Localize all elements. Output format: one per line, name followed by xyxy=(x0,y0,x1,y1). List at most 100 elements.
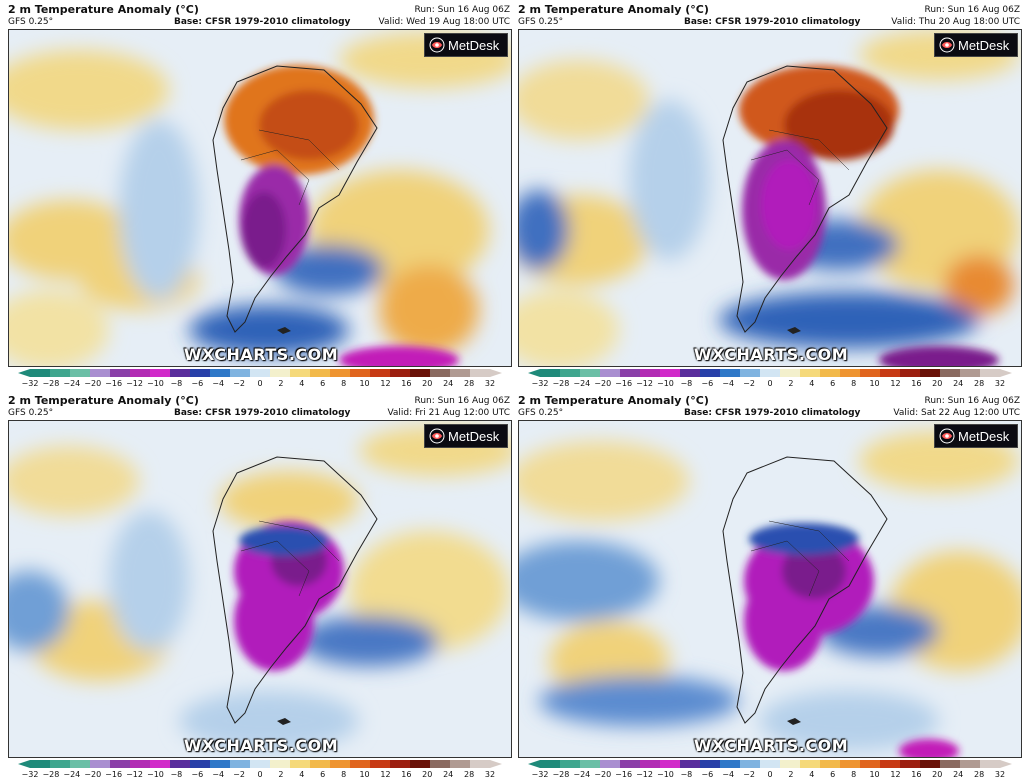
colorbar-swatch xyxy=(720,760,741,768)
colorbar-swatch xyxy=(920,760,941,768)
colorbar-tick-label: −12 xyxy=(636,770,653,779)
model-label: GFS 0.25° xyxy=(518,408,564,418)
valid-label: Valid: Wed 19 Aug 18:00 UTC xyxy=(378,17,510,27)
colorbar-swatch xyxy=(70,760,91,768)
forecast-panel-3: 2 m Temperature Anomaly (°C) GFS 0.25° B… xyxy=(6,394,512,781)
metdesk-logo-text: MetDesk xyxy=(448,37,500,53)
colorbar-tick-label: −28 xyxy=(42,770,60,779)
colorbar-tick-label: −6 xyxy=(191,770,204,779)
colorbar-tick-label: 20 xyxy=(422,770,433,779)
colorbar-tick-label: −10 xyxy=(147,770,164,779)
colorbar-tick-label: −20 xyxy=(84,770,102,779)
metdesk-logo-icon xyxy=(429,37,445,53)
colorbar-tick-label: −16 xyxy=(105,770,123,779)
metdesk-logo-icon xyxy=(939,428,955,444)
colorbar-swatch xyxy=(170,760,191,768)
metdesk-logo: MetDesk xyxy=(424,33,508,57)
colorbar-tick-label: −24 xyxy=(63,379,81,388)
colorbar-swatch xyxy=(110,369,131,377)
colorbar-tick-label: 32 xyxy=(994,379,1006,388)
colorbar-swatch xyxy=(230,760,251,768)
colorbar-tick-label: −28 xyxy=(552,379,570,388)
chart-title: 2 m Temperature Anomaly (°C) xyxy=(518,3,709,16)
model-label: GFS 0.25° xyxy=(8,17,54,27)
colorbar-swatch xyxy=(840,369,861,377)
colorbar-swatch xyxy=(700,369,721,377)
colorbar-swatch xyxy=(210,760,231,768)
colorbar-swatch xyxy=(90,369,111,377)
colorbar-swatch xyxy=(620,760,641,768)
panel-header: 2 m Temperature Anomaly (°C) GFS 0.25° B… xyxy=(516,3,1022,31)
colorbar-ticks: −32 −28 −24 −20 −16 −12 −10 −8 −6 −4 −2 0 2 4 6 8 10 12 16… xyxy=(22,379,496,391)
colorbar-tick-label: −24 xyxy=(573,770,591,779)
colorbar-swatch xyxy=(90,760,111,768)
colorbar-swatch xyxy=(940,760,961,768)
colorbar-tick-label: 28 xyxy=(463,770,475,779)
colorbar-swatch xyxy=(740,760,761,768)
colorbar-swatch xyxy=(960,369,981,377)
colorbar-swatch xyxy=(190,369,211,377)
metdesk-logo: MetDesk xyxy=(934,33,1018,57)
colorbar-tick-label: 20 xyxy=(422,379,433,388)
colorbar-swatch xyxy=(350,369,371,377)
colorbar-tick-label: −32 xyxy=(531,770,549,779)
colorbar-tick-label: 6 xyxy=(830,379,836,388)
wxcharts-watermark: WXCHARTS.COM xyxy=(693,345,849,364)
colorbar-tick-label: −10 xyxy=(657,770,674,779)
colorbar-swatch xyxy=(390,369,411,377)
colorbar-swatch xyxy=(680,760,701,768)
colorbar-swatch xyxy=(600,369,621,377)
colorbar: −32 −28 −24 −20 −16 −12 −10 −8 −6 −4 −2 0 2 4 6 8 10 12 16… xyxy=(16,760,502,781)
colorbar-tick-label: −16 xyxy=(105,379,123,388)
colorbar-arrow-left xyxy=(528,760,540,768)
colorbar-swatch xyxy=(410,369,431,377)
colorbar-tick-label: 2 xyxy=(788,770,794,779)
colorbar-tick-label: 16 xyxy=(911,770,922,779)
colorbar-swatch xyxy=(50,760,71,768)
colorbar-tick-label: −8 xyxy=(170,770,183,779)
colorbar-tick-label: −24 xyxy=(573,379,591,388)
colorbar-tick-label: −8 xyxy=(680,770,693,779)
model-label: GFS 0.25° xyxy=(8,408,54,418)
colorbar-tick-label: 6 xyxy=(830,770,836,779)
colorbar-swatch xyxy=(230,369,251,377)
panel-header: 2 m Temperature Anomaly (°C) GFS 0.25° B… xyxy=(6,394,512,422)
colorbar-tick-label: −8 xyxy=(170,379,183,388)
colorbar-swatch xyxy=(580,369,601,377)
anomaly-map: MetDesk WXCHARTS.COM xyxy=(8,420,512,758)
colorbar-swatch xyxy=(600,760,621,768)
colorbar-ramp xyxy=(528,369,1012,377)
colorbar-swatch xyxy=(980,369,1001,377)
colorbar-swatch xyxy=(110,760,131,768)
colorbar-tick-label: −28 xyxy=(42,379,60,388)
colorbar-swatch xyxy=(860,760,881,768)
colorbar-arrow-left xyxy=(18,760,30,768)
colorbar-tick-label: −12 xyxy=(126,770,143,779)
colorbar: −32 −28 −24 −20 −16 −12 −10 −8 −6 −4 −2 0 2 4 6 8 10 12 16… xyxy=(526,369,1012,393)
colorbar-swatch xyxy=(290,369,311,377)
colorbar-tick-label: 16 xyxy=(401,379,412,388)
colorbar-swatch xyxy=(330,369,351,377)
colorbar-tick-label: 8 xyxy=(341,379,347,388)
colorbar-swatch xyxy=(840,760,861,768)
run-label: Run: Sun 16 Aug 06Z xyxy=(414,396,511,406)
colorbar-tick-label: −20 xyxy=(84,379,102,388)
valid-label: Valid: Sat 22 Aug 12:00 UTC xyxy=(893,408,1020,418)
colorbar-swatch xyxy=(760,760,781,768)
colorbar-tick-label: 32 xyxy=(484,770,496,779)
forecast-panel-2: 2 m Temperature Anomaly (°C) GFS 0.25° B… xyxy=(516,3,1022,393)
map-field-4 xyxy=(519,421,1021,757)
colorbar-tick-label: −2 xyxy=(233,770,245,779)
colorbar-tick-label: 4 xyxy=(809,379,815,388)
chart-title: 2 m Temperature Anomaly (°C) xyxy=(8,3,199,16)
colorbar-tick-label: 4 xyxy=(299,379,305,388)
colorbar-swatch xyxy=(410,760,431,768)
base-label: Base: CFSR 1979-2010 climatology xyxy=(174,17,351,27)
colorbar-tick-label: 20 xyxy=(932,770,943,779)
colorbar-swatch xyxy=(310,760,331,768)
colorbar-tick-label: −2 xyxy=(743,770,755,779)
valid-label: Valid: Thu 20 Aug 18:00 UTC xyxy=(891,17,1020,27)
colorbar-tick-label: 0 xyxy=(767,770,773,779)
colorbar-swatch xyxy=(170,369,191,377)
run-label: Run: Sun 16 Aug 06Z xyxy=(924,396,1021,406)
